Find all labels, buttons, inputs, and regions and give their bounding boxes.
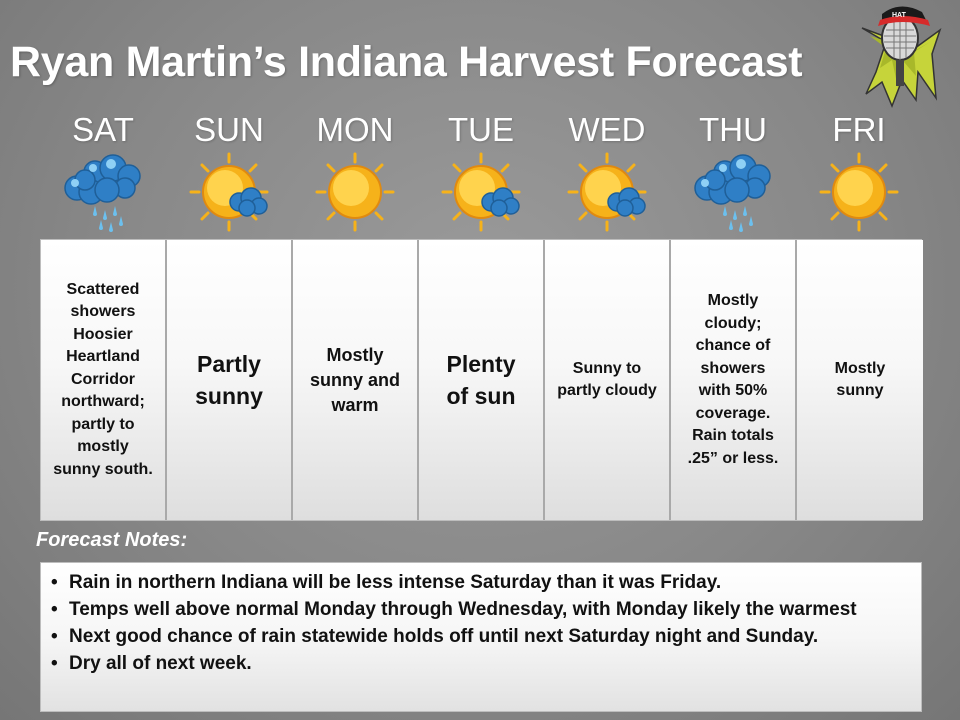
day-label: SAT xyxy=(72,111,134,148)
notes-box: Rain in northern Indiana will be less in… xyxy=(40,562,922,712)
forecast-line: showers xyxy=(700,359,766,377)
forecast-line: sunny xyxy=(836,382,884,399)
forecast-cell-sun: Partly sunny xyxy=(167,240,293,520)
note-item: Rain in northern Indiana will be less in… xyxy=(51,569,911,596)
rain-cloud-icon xyxy=(694,154,771,232)
forecast-line: cloudy; xyxy=(704,314,762,332)
day-fri: FRI xyxy=(796,108,922,232)
forecast-line: mostly xyxy=(77,438,129,456)
forecast-line: Sunny to xyxy=(572,359,642,377)
forecast-line: .25” or less. xyxy=(687,449,779,467)
forecast-cell-thu: Mostly cloudy; chance of showers with 50… xyxy=(671,240,797,520)
forecast-line: chance of xyxy=(695,337,771,354)
forecast-line: sunny and xyxy=(309,369,400,390)
forecast-cell-wed: Sunny to partly cloudy xyxy=(545,240,671,520)
day-label: THU xyxy=(699,111,767,148)
note-item: Dry all of next week. xyxy=(51,650,911,677)
day-thu: THU xyxy=(670,108,796,232)
forecast-line: sunny xyxy=(195,383,263,409)
sun-icon xyxy=(819,152,899,232)
hat-radio-logo-icon: HAT xyxy=(861,6,942,108)
day-label: MON xyxy=(316,111,394,148)
day-sat: SAT xyxy=(40,108,166,232)
notes-title: Forecast Notes: xyxy=(36,529,188,551)
page-title: Ryan Martin’s Indiana Harvest Forecast xyxy=(10,38,803,86)
day-label: SUN xyxy=(194,111,264,148)
day-label: TUE xyxy=(448,111,514,148)
note-item: Temps well above normal Monday through W… xyxy=(51,596,911,623)
day-header-row: SAT SUN MON xyxy=(40,108,922,238)
forecast-line: sunny south. xyxy=(53,460,153,478)
forecast-table: Scattered showers Hoosier Heartland Corr… xyxy=(40,239,923,521)
forecast-line: coverage. xyxy=(695,404,771,422)
day-sun: SUN xyxy=(166,108,292,232)
forecast-line: Heartland xyxy=(66,348,140,366)
forecast-line: Scattered xyxy=(66,280,140,298)
day-tue: TUE xyxy=(418,108,544,232)
forecast-line: partly cloudy xyxy=(557,382,657,399)
forecast-cell-tue: Plenty of sun xyxy=(419,240,545,520)
day-label: FRI xyxy=(832,111,886,148)
forecast-line: partly to xyxy=(71,415,135,433)
note-item: Next good chance of rain statewide holds… xyxy=(51,623,911,650)
forecast-line: Mostly xyxy=(834,359,886,377)
forecast-line: with 50% xyxy=(698,382,768,399)
forecast-cell-mon: Mostly sunny and warm xyxy=(293,240,419,520)
partly-sunny-icon xyxy=(441,152,521,232)
day-mon: MON xyxy=(292,108,418,232)
forecast-line: Partly xyxy=(197,351,261,377)
notes-list: Rain in northern Indiana will be less in… xyxy=(51,569,911,677)
forecast-line: Rain totals xyxy=(692,427,774,444)
forecast-line: Mostly xyxy=(707,292,759,309)
day-wed: WED xyxy=(544,108,670,232)
day-label: WED xyxy=(568,111,646,148)
rain-cloud-icon xyxy=(64,154,141,232)
forecast-line: Hoosier xyxy=(73,325,133,343)
logo-text: HAT xyxy=(892,12,907,19)
forecast-line: showers xyxy=(70,303,136,321)
forecast-cell-fri: Mostly sunny xyxy=(797,240,923,520)
forecast-cell-sat: Scattered showers Hoosier Heartland Corr… xyxy=(41,240,167,520)
partly-sunny-icon xyxy=(567,152,647,232)
partly-sunny-icon xyxy=(189,152,269,232)
forecast-line: Mostly xyxy=(326,344,384,365)
forecast-line: warm xyxy=(331,394,379,415)
forecast-line: Corridor xyxy=(71,370,135,388)
sun-icon xyxy=(315,152,395,232)
forecast-line: of sun xyxy=(446,383,516,409)
forecast-line: Plenty xyxy=(446,351,516,377)
forecast-line: northward; xyxy=(61,393,145,411)
